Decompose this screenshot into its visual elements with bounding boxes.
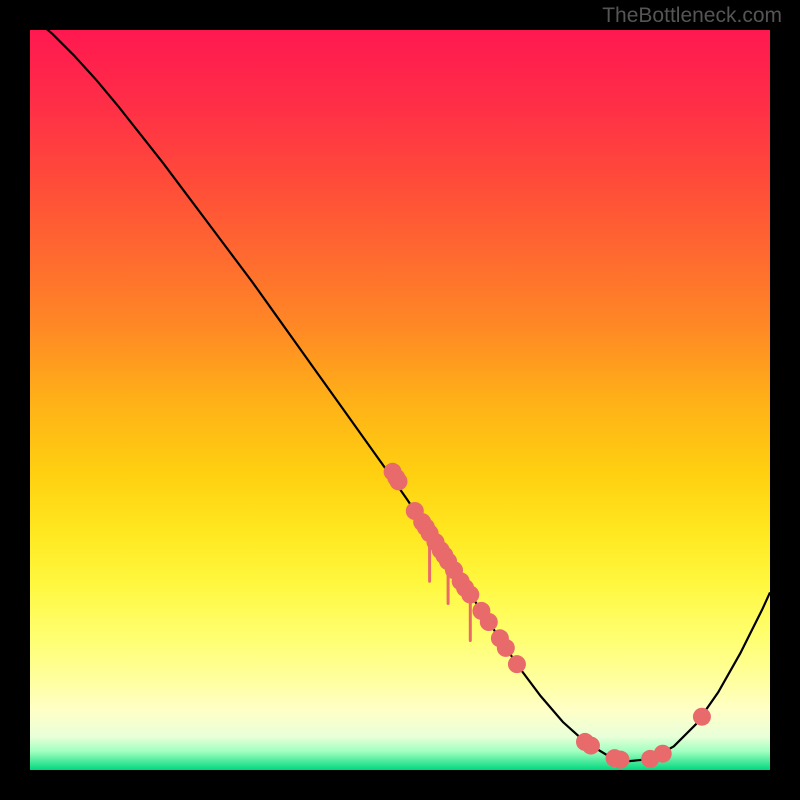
watermark-text: TheBottleneck.com: [602, 4, 782, 28]
chart-container: [30, 30, 770, 770]
bottleneck-curve-chart: [30, 30, 770, 770]
